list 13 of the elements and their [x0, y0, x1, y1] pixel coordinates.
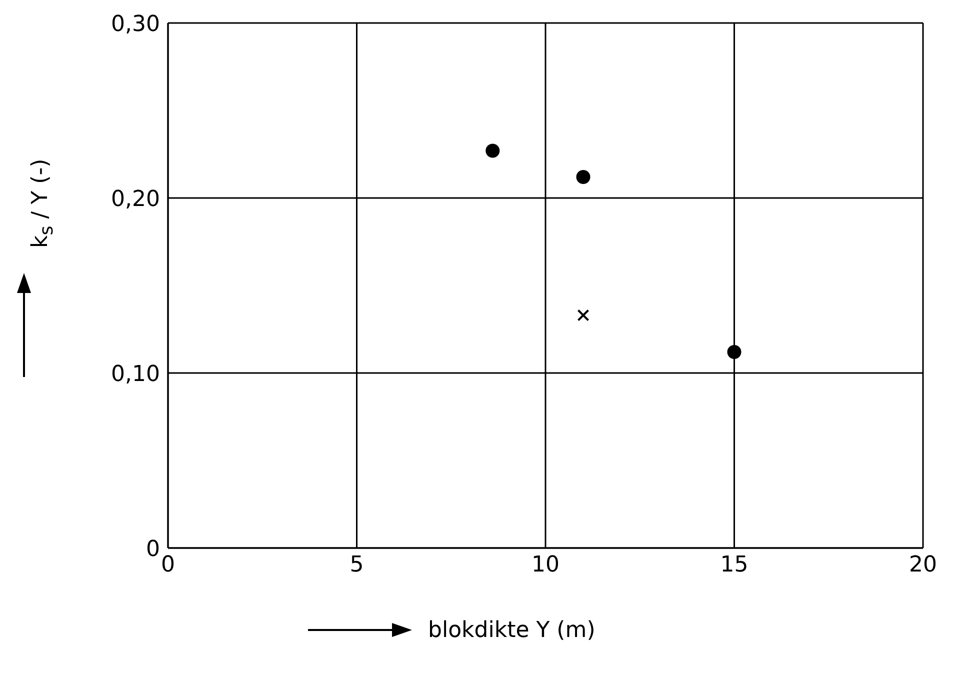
x-axis-title: blokdikte Y (m): [428, 618, 596, 643]
y-tick-label: 0,10: [111, 362, 160, 387]
x-tick-label: 20: [909, 552, 937, 578]
point: [727, 345, 742, 359]
x-tick-label: 10: [532, 552, 560, 578]
point: [486, 144, 500, 158]
x-tick-label: 15: [720, 552, 748, 578]
point: [577, 309, 590, 322]
y-tick-label: 0,30: [111, 12, 160, 37]
y-tick-label: 0,20: [111, 186, 160, 212]
point: [576, 170, 590, 184]
x-tick-label: 5: [350, 552, 364, 578]
y-tick-label: 0: [146, 536, 160, 562]
